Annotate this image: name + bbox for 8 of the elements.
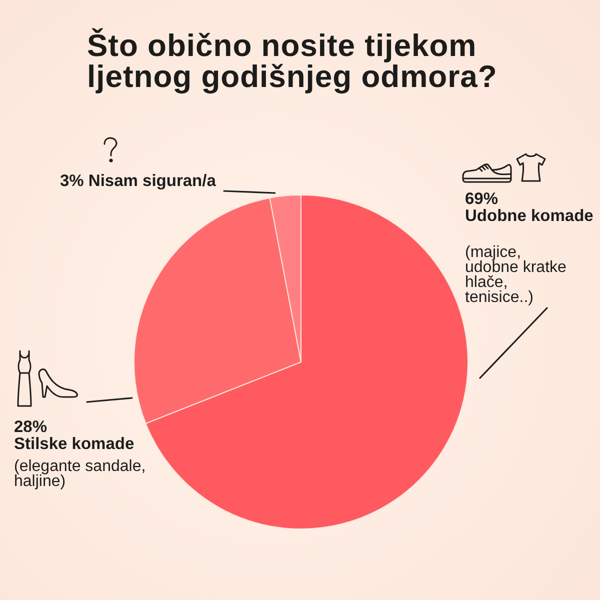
text: (majice, udobne kratke hlače, tenisice..) — [465, 244, 568, 306]
slice-label: Udobne komade — [465, 207, 594, 225]
data-label: 28% — [14, 418, 48, 436]
slice-label: Stilske komade — [14, 435, 134, 453]
slice-label: 3% Nisam siguran/a — [60, 172, 216, 190]
text: (elegante sandale, haljine) — [14, 458, 147, 490]
data-label: 69% — [465, 190, 498, 208]
chart-title: Što obično nosite tijekom ljetnog godišnjeg odmora? — [87, 28, 498, 94]
